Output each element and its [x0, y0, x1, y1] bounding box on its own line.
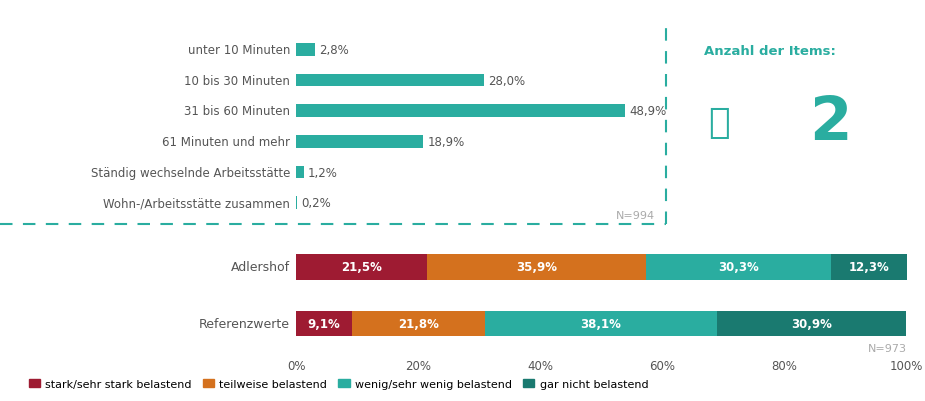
Bar	[717, 311, 906, 336]
Bar	[427, 254, 647, 280]
Bar	[296, 311, 352, 336]
Text: 30,3%: 30,3%	[719, 261, 759, 273]
Text: 0,2%: 0,2%	[302, 196, 331, 210]
Bar	[647, 254, 832, 280]
Text: 35,9%: 35,9%	[516, 261, 558, 273]
Text: Wohn-/Arbeitsstätte zusammen: Wohn-/Arbeitsstätte zusammen	[104, 196, 290, 210]
Bar	[296, 197, 297, 210]
Text: 2: 2	[809, 93, 852, 152]
Text: unter 10 Minuten: unter 10 Minuten	[188, 44, 290, 57]
Bar	[296, 136, 423, 148]
Text: N=994: N=994	[616, 211, 655, 221]
Text: 61 Minuten und mehr: 61 Minuten und mehr	[162, 136, 290, 148]
Text: 2,8%: 2,8%	[319, 44, 349, 57]
Text: Adlershof: Adlershof	[231, 261, 290, 273]
Text: 48,9%: 48,9%	[629, 105, 666, 118]
Text: 31 bis 60 Minuten: 31 bis 60 Minuten	[184, 105, 290, 118]
Text: 18,9%: 18,9%	[427, 136, 464, 148]
Text: 28,0%: 28,0%	[488, 74, 525, 87]
Text: N=973: N=973	[868, 343, 906, 353]
Bar	[296, 75, 485, 87]
Bar	[832, 254, 906, 280]
Bar	[296, 166, 304, 179]
Text: 9,1%: 9,1%	[307, 317, 340, 330]
Text: 10 bis 30 Minuten: 10 bis 30 Minuten	[184, 74, 290, 87]
Bar	[485, 311, 717, 336]
Text: Pendeln: Pendeln	[11, 8, 72, 23]
Bar	[296, 105, 625, 118]
Legend: stark/sehr stark belastend, teilweise belastend, wenig/sehr wenig belastend, gar: stark/sehr stark belastend, teilweise be…	[24, 375, 653, 393]
Text: 21,8%: 21,8%	[398, 317, 438, 330]
Text: Referenzwerte: Referenzwerte	[199, 317, 290, 330]
Text: Anzahl der Items:: Anzahl der Items:	[704, 45, 835, 57]
Text: 1,2%: 1,2%	[308, 166, 338, 179]
Bar	[352, 311, 485, 336]
Bar	[296, 254, 427, 280]
Text: 21,5%: 21,5%	[341, 261, 382, 273]
Text: 30,9%: 30,9%	[791, 317, 832, 330]
Text: 38,1%: 38,1%	[581, 317, 622, 330]
Text: Ständig wechselnde Arbeitsstätte: Ständig wechselnde Arbeitsstätte	[91, 166, 290, 179]
Text: 12,3%: 12,3%	[848, 261, 889, 273]
Bar	[296, 44, 314, 57]
Text: 📄: 📄	[709, 106, 730, 140]
